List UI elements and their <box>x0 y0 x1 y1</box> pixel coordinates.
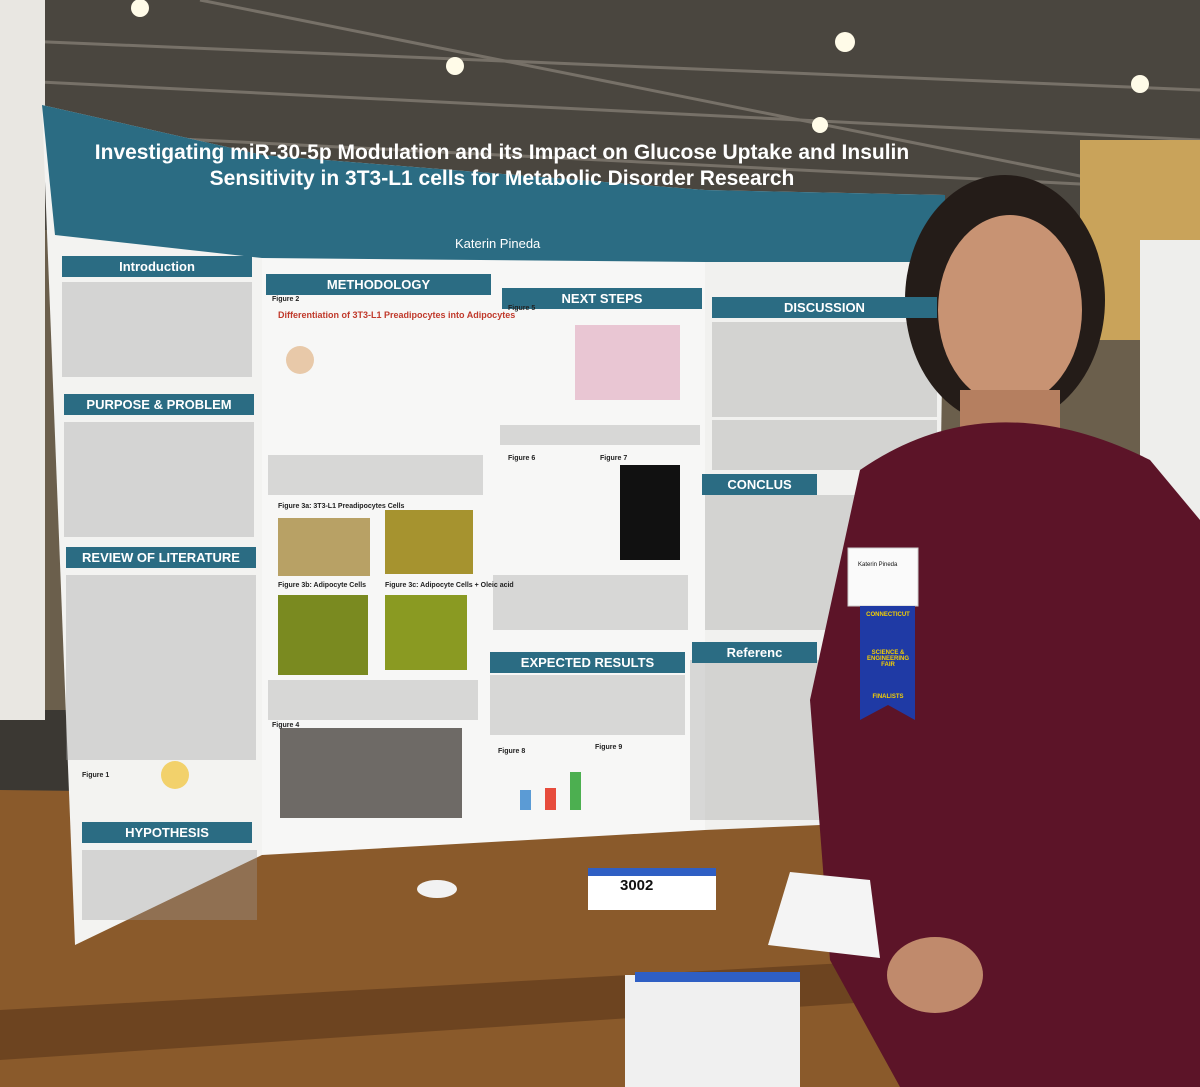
shirt <box>810 422 1200 1087</box>
ribbon <box>860 606 915 720</box>
figure-label: Figure 3b: Adipocyte Cells <box>278 582 367 589</box>
table-number: 3002 <box>620 877 654 894</box>
section-heading: HYPOTHESIS <box>82 822 252 843</box>
figure-label: Figure 9 <box>595 744 623 751</box>
figure-label: Figure 7 <box>600 455 628 462</box>
sticker <box>417 880 457 898</box>
face <box>938 215 1082 405</box>
poster-author: Katerin Pineda <box>455 236 541 251</box>
section-heading: REVIEW OF LITERATURE <box>66 547 256 568</box>
poster-title: Investigating miR-30-5p Modulation and i… <box>94 141 910 190</box>
badge-name: Katerin Pineda <box>858 562 898 568</box>
figures <box>161 325 680 818</box>
figure-label: Figure 3c: Adipocyte Cells + Oleic acid <box>385 582 514 589</box>
rubric-bar <box>635 972 800 982</box>
section-heading: METHODOLOGY <box>266 274 491 295</box>
section-heading: PURPOSE & PROBLEM <box>64 394 254 415</box>
ribbon-text: FINALISTS <box>872 694 904 700</box>
figure-label: Figure 6 <box>508 455 536 462</box>
ceiling-lights <box>131 0 1149 133</box>
section-heading: Referenc <box>692 642 817 663</box>
name-badge <box>847 547 919 607</box>
table-sign-bar <box>588 868 716 876</box>
figure-title: Differentiation of 3T3-L1 Preadipocytes … <box>278 310 516 320</box>
figure-label: Figure 1 <box>82 772 110 779</box>
poster-left-panel <box>42 105 262 945</box>
section-heading: DISCUSSION <box>712 297 937 318</box>
section-heading: NEXT STEPS <box>502 288 702 309</box>
ribbon-text: SCIENCE & ENGINEERING FAIR <box>866 650 909 668</box>
section-heading: Introduction <box>62 256 252 277</box>
figure-label: Figure 4 <box>272 722 300 729</box>
section-heading: CONCLUS <box>702 474 817 495</box>
paper <box>768 872 880 958</box>
figure-label: Figure 8 <box>498 748 526 755</box>
title-banner <box>42 105 945 262</box>
hands <box>887 937 983 1013</box>
ceiling-trusses <box>0 0 1200 192</box>
left-board <box>0 0 45 720</box>
ribbon-text: CONNECTICUT <box>866 612 910 618</box>
figure-label: Figure 5 <box>508 305 536 312</box>
figure-label: Figure 2 <box>272 296 300 303</box>
section-heading: EXPECTED RESULTS <box>490 652 685 673</box>
figure-label: Figure 3a: 3T3-L1 Preadipocytes Cells <box>278 503 405 510</box>
rubric-sheet <box>625 975 800 1087</box>
